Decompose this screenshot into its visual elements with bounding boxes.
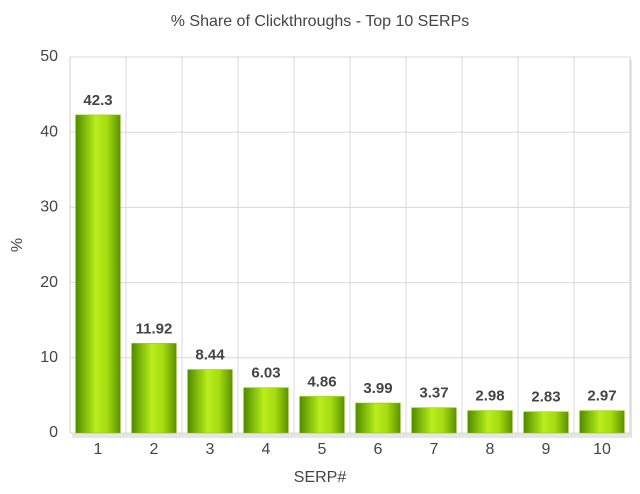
- y-tick-label: 20: [40, 274, 58, 291]
- bar: [355, 402, 401, 434]
- bar: [243, 387, 289, 434]
- x-tick-label: 1: [94, 441, 103, 458]
- data-label: 2.97: [587, 388, 616, 405]
- x-tick-label: 7: [430, 441, 439, 458]
- x-tick-label: 3: [206, 441, 215, 458]
- data-label: 11.92: [136, 320, 173, 337]
- data-label: 42.3: [83, 92, 112, 109]
- bar: [299, 396, 345, 434]
- x-tick-label: 5: [318, 441, 327, 458]
- x-tick-label: 8: [486, 441, 495, 458]
- bar: [187, 369, 233, 434]
- data-label: 3.37: [419, 385, 448, 402]
- x-tick-label: 4: [262, 441, 271, 458]
- bar: [523, 411, 569, 434]
- bar: [467, 410, 513, 434]
- chart-title: % Share of Clickthroughs - Top 10 SERPs: [171, 13, 470, 30]
- bar: [75, 114, 121, 434]
- y-tick-label: 50: [40, 48, 58, 65]
- bar: [411, 407, 457, 434]
- data-label: 2.98: [475, 388, 504, 405]
- y-tick-label: 40: [40, 123, 58, 140]
- y-tick-label: 0: [49, 424, 58, 441]
- y-tick-label: 10: [40, 349, 58, 366]
- y-tick-label: 30: [40, 199, 58, 216]
- bar: [579, 410, 625, 434]
- x-tick-label: 9: [542, 441, 551, 458]
- x-tick-label: 10: [593, 441, 611, 458]
- x-axis-title: SERP#: [294, 469, 347, 486]
- data-label: 2.83: [531, 389, 560, 406]
- data-label: 3.99: [363, 380, 392, 397]
- data-label: 8.44: [195, 346, 225, 363]
- x-tick-label: 6: [374, 441, 383, 458]
- data-label: 6.03: [251, 365, 280, 382]
- y-axis-title: %: [9, 238, 26, 252]
- bar: [131, 343, 177, 434]
- x-tick-label: 2: [150, 441, 159, 458]
- data-label: 4.86: [307, 373, 336, 390]
